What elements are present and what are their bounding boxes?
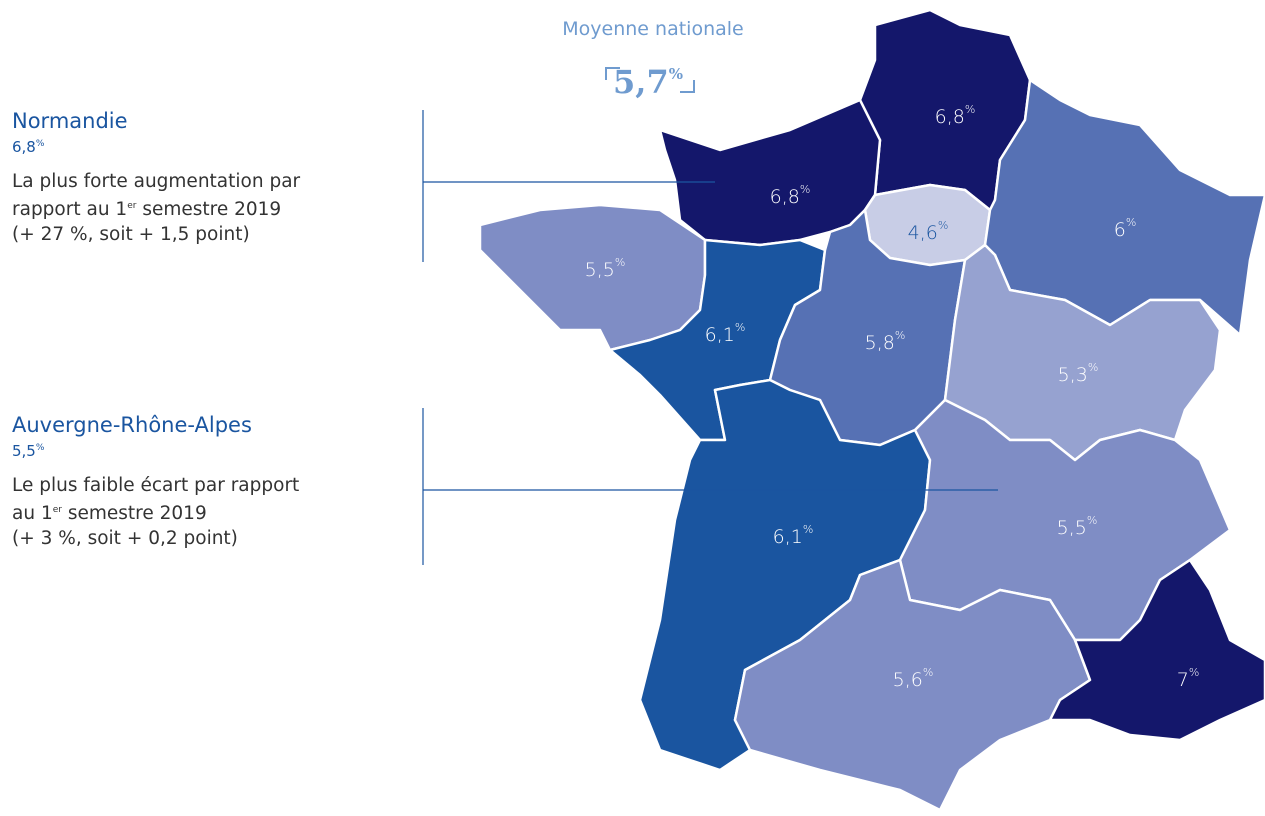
callout-value: 6,8% [12,134,300,157]
region-unit: % [1189,666,1199,679]
region-label: 7% [1177,666,1200,691]
region-unit: % [938,219,948,232]
region-value: 5,5 [1057,517,1087,539]
region-value: 6 [1114,219,1126,241]
region-value: 5,3 [1058,364,1088,386]
region-unit: % [1087,514,1097,527]
region-unit: % [895,329,905,342]
region [733,558,1092,812]
callout-line1: Le plus faible écart par rapport [12,475,300,496]
region-label: 5,5% [585,256,626,281]
text: semestre 2019 [61,503,207,525]
unit: % [35,443,45,453]
region-value: 4,6 [908,222,938,244]
bracket [605,67,620,80]
region-value: 6,8 [935,106,965,128]
regions [478,8,1265,812]
region-label: 5,3% [1058,361,1099,386]
region-label: 6,1% [705,321,746,346]
region-label: 5,8% [865,329,906,354]
national-value: 5,7% [613,63,683,101]
region-value: 6,8 [770,186,800,208]
national-number: 5,7 [613,63,669,101]
national-title: Moyenne nationale [562,18,743,40]
region-value: 7 [1177,669,1189,691]
text: rapport au 1 [12,199,128,221]
region-value: 5,6 [893,669,923,691]
region [658,98,882,247]
region-label: 6% [1114,216,1137,241]
region [1048,558,1265,742]
callout-line3: (+ 27 %, soit + 1,5 point) [12,224,250,246]
callout-line3: (+ 3 %, soit + 0,2 point) [12,528,238,550]
region-label: 4,6% [908,219,949,244]
region-value: 6,1 [705,324,735,346]
sup: er [127,201,137,211]
callout-line1: La plus forte augmentation par [12,171,301,192]
callout-region: Auvergne-Rhône-Alpes [12,413,252,437]
region-label: 5,5% [1057,514,1098,539]
region-labels: 6,8%6,8%4,6% 6%5,5%6,1%5,8%5,3%6,1% 5,5%5,… [585,103,1200,691]
region-label: 6,8% [935,103,976,128]
region-label: 6,8% [770,183,811,208]
region-unit: % [923,666,933,679]
text: semestre 2019 [136,199,282,221]
bracket [680,80,695,93]
region-label: 6,1% [773,523,814,548]
callout-line2: au 1er semestre 2019 [12,498,299,526]
region-label: 5,6% [893,666,934,691]
callout-value: 5,5% [12,438,299,461]
region-value: 5,5 [585,259,615,281]
value: 5,5 [12,442,36,460]
value: 6,8 [12,138,36,156]
region-unit: % [803,523,813,536]
callout: Normandie 6,8% La plus forte augmentatio… [12,108,300,247]
callout-line2: rapport au 1er semestre 2019 [12,194,300,222]
region-unit: % [965,103,975,116]
unit: % [35,139,45,149]
callout-region: Normandie [12,109,128,133]
region-unit: % [735,321,745,334]
callout: Auvergne-Rhône-Alpes 5,5% Le plus faible… [12,412,299,551]
region-unit: % [1088,361,1098,374]
region-unit: % [615,256,625,269]
text: au 1 [12,503,53,525]
region-unit: % [1126,216,1136,229]
sup: er [52,505,62,515]
region-unit: % [800,183,810,196]
national-unit: % [669,65,683,83]
region-value: 6,1 [773,526,803,548]
callout-lines [422,110,998,565]
region-value: 5,8 [865,332,895,354]
